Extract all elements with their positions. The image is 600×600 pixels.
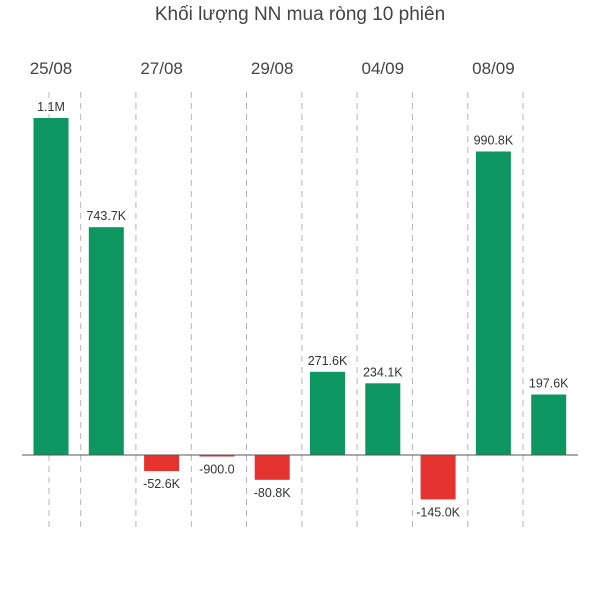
value-label: 197.6K	[529, 377, 569, 391]
bar	[199, 455, 235, 457]
date-label: 04/09	[362, 59, 405, 78]
bar	[531, 394, 567, 455]
value-label: -900.0	[199, 463, 234, 477]
date-labels: 25/08 27/08 29/08 04/09 08/09	[30, 59, 515, 78]
value-label: -80.8K	[254, 486, 291, 500]
bar	[33, 118, 69, 455]
chart-title: Khối lượng NN mua ròng 10 phiên	[155, 4, 445, 25]
value-label: -145.0K	[416, 505, 460, 519]
value-label: 1.1M	[37, 100, 65, 114]
bar	[88, 227, 124, 455]
bar	[254, 455, 290, 480]
date-label: 25/08	[30, 59, 73, 78]
date-label: 27/08	[140, 59, 183, 78]
bars	[33, 118, 567, 500]
date-label: 29/08	[251, 59, 294, 78]
value-labels: 1.1M 743.7K -52.6K -900.0 -80.8K 271.6K 234.1K…	[37, 100, 569, 519]
date-label: 08/09	[472, 59, 515, 78]
value-label: 743.7K	[86, 209, 126, 223]
value-label: 990.8K	[474, 134, 514, 148]
value-label: 234.1K	[363, 365, 403, 379]
bar	[420, 455, 456, 500]
bar	[310, 371, 345, 455]
bar	[144, 455, 180, 472]
bar	[475, 151, 511, 455]
bar	[365, 383, 401, 455]
value-label: -52.6K	[143, 477, 180, 491]
value-label: 271.6K	[308, 354, 348, 368]
